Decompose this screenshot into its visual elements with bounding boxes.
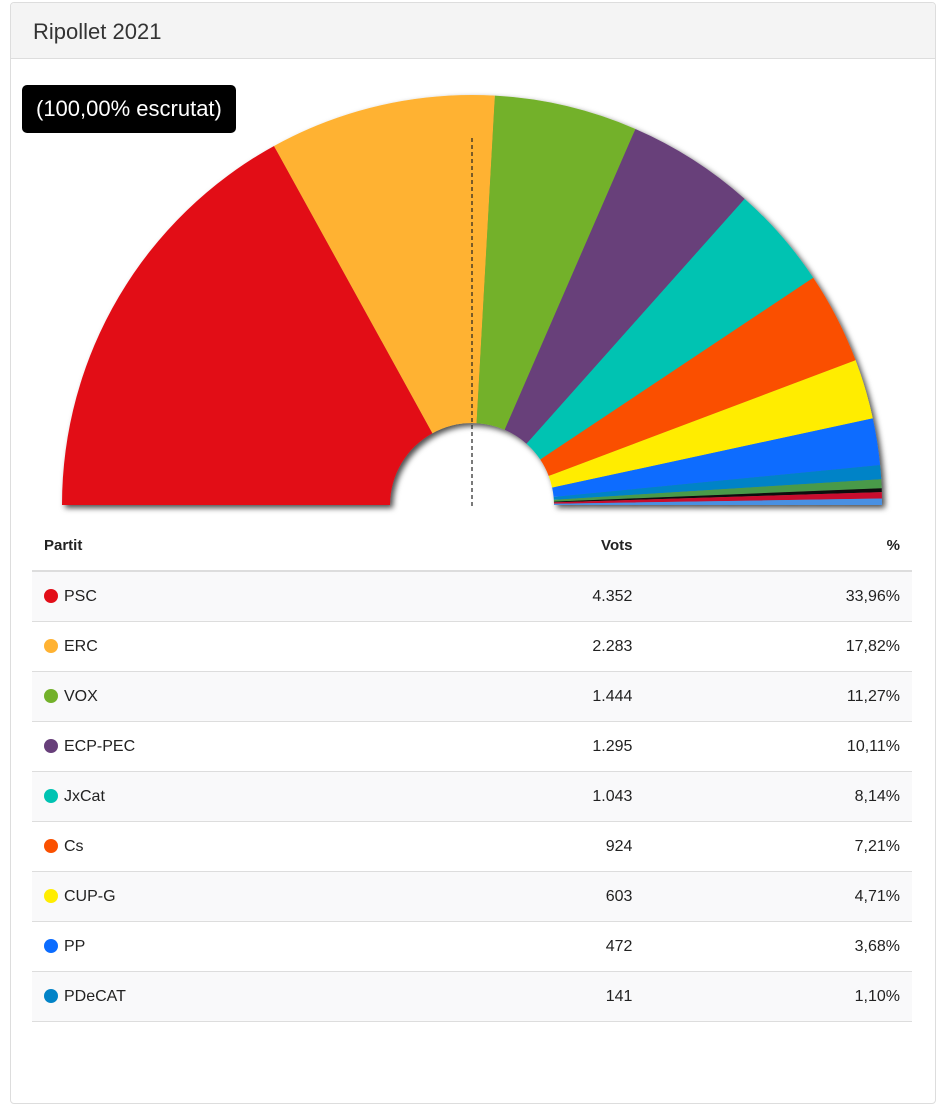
party-cell: Cs — [32, 821, 426, 872]
pct-cell: 3,68% — [644, 921, 912, 972]
votes-cell: 141 — [425, 971, 645, 1022]
table-row: PSC 4.352 33,96% — [32, 571, 912, 622]
party-color-dot — [44, 738, 58, 753]
pct-cell: 1,10% — [644, 971, 912, 1022]
slice-psc — [62, 145, 433, 505]
party-name: ECP-PEC — [64, 737, 136, 755]
votes-cell: 924 — [425, 821, 645, 872]
col-pct: % — [644, 520, 912, 572]
party-color-dot — [44, 638, 58, 653]
pct-cell: 11,27% — [644, 671, 912, 722]
panel-title: Ripollet 2021 — [33, 19, 162, 44]
party-cell: VOX — [32, 671, 426, 722]
slice-other — [553, 479, 882, 502]
party-cell: CUP-G — [32, 871, 426, 922]
results-table: Partit Vots % PSC 4.352 33,96% ERC 2.283 … — [32, 520, 912, 1022]
slice-erc — [274, 95, 495, 434]
party-color-dot — [44, 988, 58, 1003]
votes-cell: 1.295 — [425, 721, 645, 772]
slice-cup-g — [548, 360, 873, 488]
col-party: Partit — [32, 520, 426, 572]
pct-cell: 10,11% — [644, 721, 912, 772]
votes-cell: 472 — [425, 921, 645, 972]
panel-header: Ripollet 2021 — [11, 3, 935, 59]
party-name: JxCat — [64, 787, 105, 805]
party-name: VOX — [64, 687, 98, 705]
table-row: PP 472 3,68% — [32, 921, 912, 972]
table-row: VOX 1.444 11,27% — [32, 671, 912, 722]
party-name: PDeCAT — [64, 987, 126, 1005]
table-row: ECP-PEC 1.295 10,11% — [32, 721, 912, 772]
slice-other — [553, 498, 882, 505]
party-cell: PSC — [32, 571, 426, 622]
slice-pp — [552, 418, 881, 498]
col-votes: Vots — [425, 520, 645, 572]
slice-vox — [476, 95, 636, 430]
party-cell: ECP-PEC — [32, 721, 426, 772]
party-cell: JxCat — [32, 771, 426, 822]
table-row: CUP-G 603 4,71% — [32, 871, 912, 922]
party-name: PSC — [64, 587, 97, 605]
party-name: PP — [64, 937, 86, 955]
pct-cell: 4,71% — [644, 871, 912, 922]
votes-cell: 4.352 — [425, 571, 645, 622]
slice-ecp-pec — [504, 128, 745, 444]
votes-cell: 603 — [425, 871, 645, 922]
slice-cs — [540, 277, 856, 477]
table-row: ERC 2.283 17,82% — [32, 621, 912, 672]
party-color-dot — [44, 938, 58, 953]
votes-cell: 1.444 — [425, 671, 645, 722]
table-row: Cs 924 7,21% — [32, 821, 912, 872]
table-row: PDeCAT 141 1,10% — [32, 971, 912, 1022]
party-color-dot — [44, 838, 58, 853]
hemicycle-chart — [62, 95, 882, 508]
pct-cell: 7,21% — [644, 821, 912, 872]
party-cell: ERC — [32, 621, 426, 672]
party-color-dot — [44, 888, 58, 903]
pct-cell: 8,14% — [644, 771, 912, 822]
party-name: Cs — [64, 837, 84, 855]
pct-cell: 17,82% — [644, 621, 912, 672]
party-name: ERC — [64, 637, 98, 655]
party-cell: PP — [32, 921, 426, 972]
party-name: CUP-G — [64, 887, 116, 905]
party-color-dot — [44, 688, 58, 703]
count-progress-badge: (100,00% escrutat) — [22, 85, 236, 133]
slice-other — [553, 488, 882, 503]
party-color-dot — [44, 788, 58, 803]
party-cell: PDeCAT — [32, 971, 426, 1022]
pct-cell: 33,96% — [644, 571, 912, 622]
votes-cell: 1.043 — [425, 771, 645, 822]
table-row: JxCat 1.043 8,14% — [32, 771, 912, 822]
slice-pdecat — [553, 465, 882, 500]
slice-jxcat — [526, 198, 814, 460]
slice-other — [553, 492, 882, 504]
votes-cell: 2.283 — [425, 621, 645, 672]
party-color-dot — [44, 588, 58, 603]
